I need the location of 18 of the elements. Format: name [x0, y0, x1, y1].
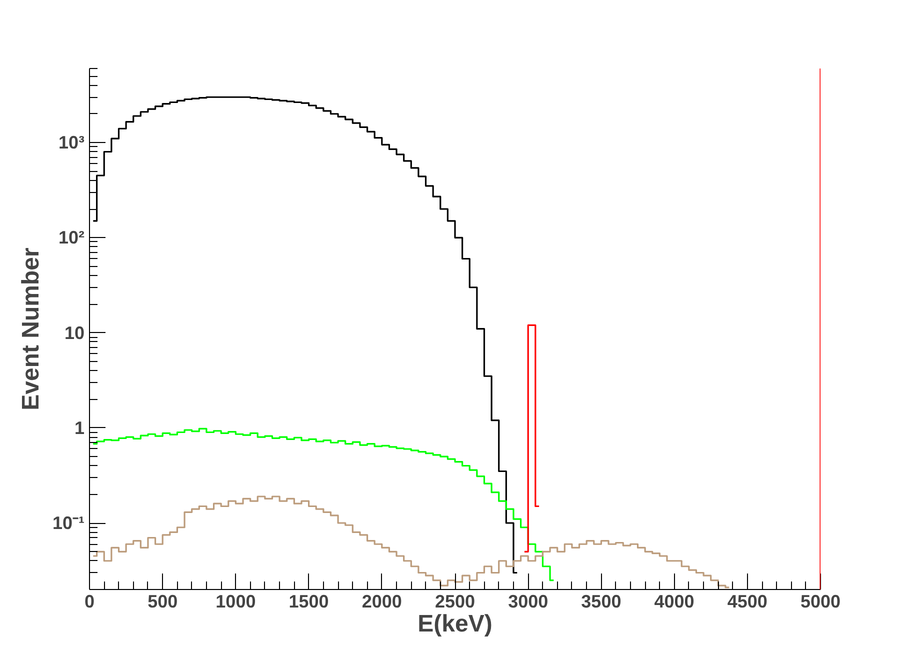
x-tick-label: 3000 — [508, 592, 548, 612]
x-tick-label: 1000 — [216, 592, 256, 612]
x-tick-label: 3500 — [581, 592, 622, 612]
x-tick-label: 500 — [148, 592, 178, 612]
y-axis-title: Event Number — [17, 248, 44, 410]
x-tick-label: 5000 — [800, 592, 841, 612]
y-tick-label: 10⁻¹ — [52, 513, 85, 534]
y-tick-label: 1 — [74, 418, 85, 438]
x-axis-title: E(keV) — [418, 610, 492, 638]
y-tick-label: 10² — [58, 228, 85, 248]
x-tick-label: 1500 — [288, 592, 329, 612]
x-tick-label: 4000 — [654, 592, 694, 612]
x-tick-label: 2500 — [434, 592, 476, 612]
y-tick-label: 10 — [64, 322, 85, 343]
x-tick-label: 4500 — [727, 592, 768, 612]
x-tick-label: 2000 — [362, 592, 402, 612]
x-tick-label: 0 — [84, 592, 95, 612]
y-tick-label: 10³ — [58, 132, 85, 153]
